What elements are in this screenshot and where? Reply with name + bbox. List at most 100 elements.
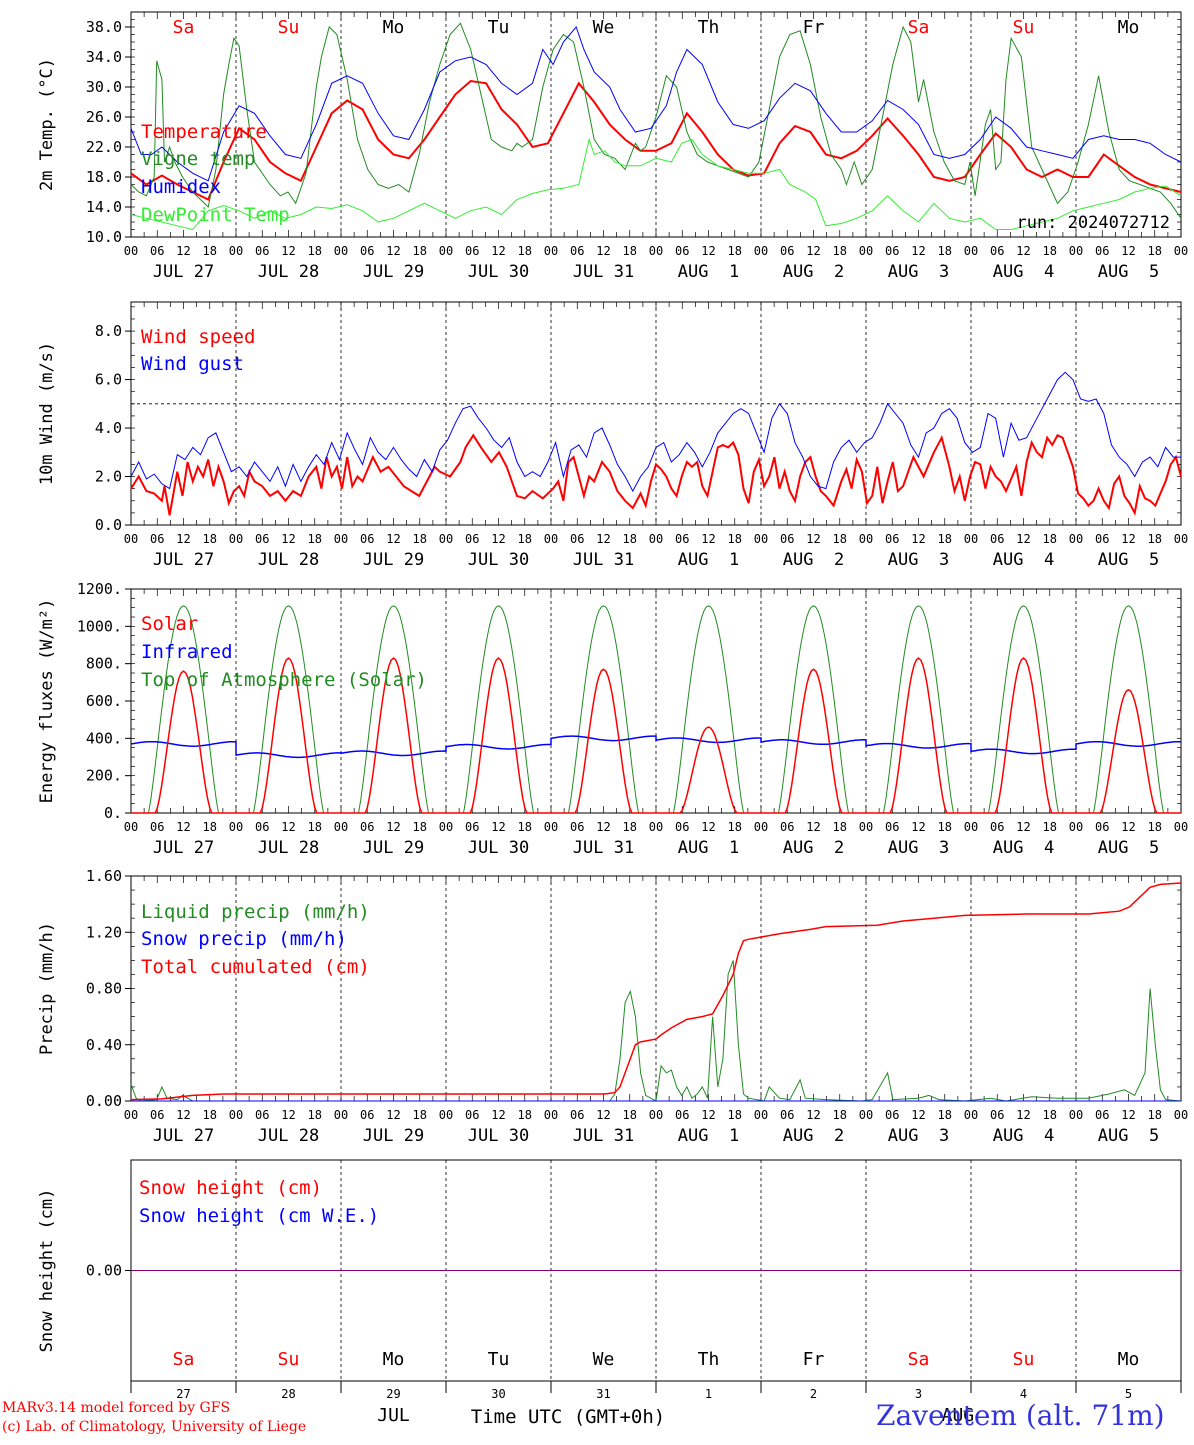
temp-hour-label: 18 [728,244,742,258]
wind-date-label: AUG 1 [678,550,739,570]
energy-hour-label: 18 [308,820,322,834]
energy-date-label: JUL 30 [468,838,529,858]
energy-hour-label: 00 [859,820,873,834]
wind-date-label: AUG 4 [993,550,1054,570]
wind-hour-label: 12 [911,532,925,546]
wind-hour-label: 12 [1121,532,1135,546]
precip-hour-label: 18 [203,1108,217,1122]
wind-hour-label: 00 [124,532,138,546]
energy-hour-label: 18 [938,820,952,834]
precip-hour-label: 00 [1069,1108,1083,1122]
energy-date-label: AUG 3 [888,838,949,858]
temp-hour-label: 12 [806,244,820,258]
energy-hour-label: 06 [1095,820,1109,834]
energy-date-label: JUL 31 [573,838,634,858]
energy-hour-label: 00 [544,820,558,834]
energy-date-label: AUG 4 [993,838,1054,858]
wind-date-label: AUG 5 [1098,550,1159,570]
precip-hour-label: 12 [281,1108,295,1122]
precip-y-tick-label: 0.00 [86,1092,122,1110]
wind-hour-label: 12 [1016,532,1030,546]
wind-y-tick-label: 4.0 [95,419,122,437]
precip-hour-label: 12 [176,1108,190,1122]
precip-date-label: AUG 1 [678,1126,739,1146]
wind-hour-label: 00 [229,532,243,546]
precip-hour-label: 18 [413,1108,427,1122]
energy-hour-label: 12 [596,820,610,834]
bottom-day-number: 2 [810,1387,817,1401]
temp-panel: 00 06 12 18 00 06 12 18 00 06 12 18 00 06 12 18 00 06 12 18… [37,11,1188,282]
snow-panel: 0.00 Snow height (cm) Snow height (cm) Snow… [37,1159,1182,1428]
precip-hour-label: 06 [360,1108,374,1122]
temp-hour-label: 00 [544,244,558,258]
wind-hour-label: 18 [728,532,742,546]
snow-day-label: Su [1013,1349,1035,1370]
precip-hour-label: 06 [1095,1108,1109,1122]
precip-hour-label: 00 [1174,1108,1188,1122]
temp-hour-label: 06 [150,244,164,258]
precip-hour-label: 00 [544,1108,558,1122]
wind-hour-label: 12 [596,532,610,546]
energy-hour-label: 18 [203,820,217,834]
temp-hour-label: 06 [570,244,584,258]
precip-hour-label: 18 [1043,1108,1057,1122]
bottom-day-number: 27 [176,1387,190,1401]
energy-series-solar [131,657,1181,814]
temp-day-label: Tu [488,17,510,38]
wind-hour-label: 00 [754,532,768,546]
precip-hour-label: 12 [1016,1108,1030,1122]
temp-date-label: JUL 30 [468,262,529,282]
temp-hour-label: 00 [124,244,138,258]
energy-legend-top-of-atmosphere-solar-: Top of Atmosphere (Solar) [141,669,427,691]
snow-day-label: We [593,1349,615,1370]
precip-date-label: AUG 4 [993,1126,1054,1146]
energy-hour-label: 06 [675,820,689,834]
precip-y-axis-label: Precip (mm/h) [37,922,57,1055]
energy-legend-solar: Solar [141,613,198,635]
temp-y-tick-label: 30.0 [86,78,122,96]
energy-hour-label: 12 [806,820,820,834]
precip-hour-label: 00 [124,1108,138,1122]
energy-hour-label: 12 [176,820,190,834]
energy-hour-label: 06 [360,820,374,834]
precip-panel: 00 06 12 18 00 06 12 18 00 06 12 18 00 06 12 18 00 06 12 18… [37,867,1188,1146]
energy-hour-label: 06 [255,820,269,834]
precip-hour-label: 06 [885,1108,899,1122]
wind-hour-label: 06 [360,532,374,546]
energy-date-label: AUG 5 [1098,838,1159,858]
energy-hour-label: 12 [491,820,505,834]
temp-legend-dewpoint-temp: DewPoint Temp [141,204,290,226]
energy-panel: 00 06 12 18 00 06 12 18 00 06 12 18 00 06 12 18 00 06 12 18… [37,580,1188,858]
precip-hour-label: 18 [1148,1108,1162,1122]
precip-hour-label: 00 [754,1108,768,1122]
precip-hour-label: 00 [649,1108,663,1122]
wind-date-label: JUL 31 [573,550,634,570]
energy-hour-label: 00 [754,820,768,834]
temp-day-label: Su [1013,17,1035,38]
precip-hour-label: 12 [911,1108,925,1122]
temp-hour-label: 00 [754,244,768,258]
temp-hour-label: 12 [491,244,505,258]
temp-hour-label: 18 [1148,244,1162,258]
energy-hour-label: 00 [124,820,138,834]
energy-hour-label: 00 [649,820,663,834]
precip-date-label: AUG 2 [783,1126,844,1146]
energy-date-label: JUL 29 [363,838,424,858]
precip-hour-label: 12 [1121,1108,1135,1122]
run-label: run: 2024072712 [1016,213,1170,233]
wind-frame [130,301,1182,526]
wind-hour-label: 18 [203,532,217,546]
temp-y-tick-label: 18.0 [86,168,122,186]
temp-day-label: Fr [803,17,825,38]
credit-line-2: (c) Lab. of Climatology, University of L… [2,1419,307,1435]
snow-day-label: Sa [173,1349,195,1370]
bottom-month-jul: JUL [377,1405,410,1426]
energy-hour-label: 18 [518,820,532,834]
temp-hour-label: 06 [465,244,479,258]
energy-hour-label: 00 [229,820,243,834]
precip-hour-label: 12 [806,1108,820,1122]
precip-date-label: JUL 27 [153,1126,214,1146]
wind-hour-label: 18 [518,532,532,546]
